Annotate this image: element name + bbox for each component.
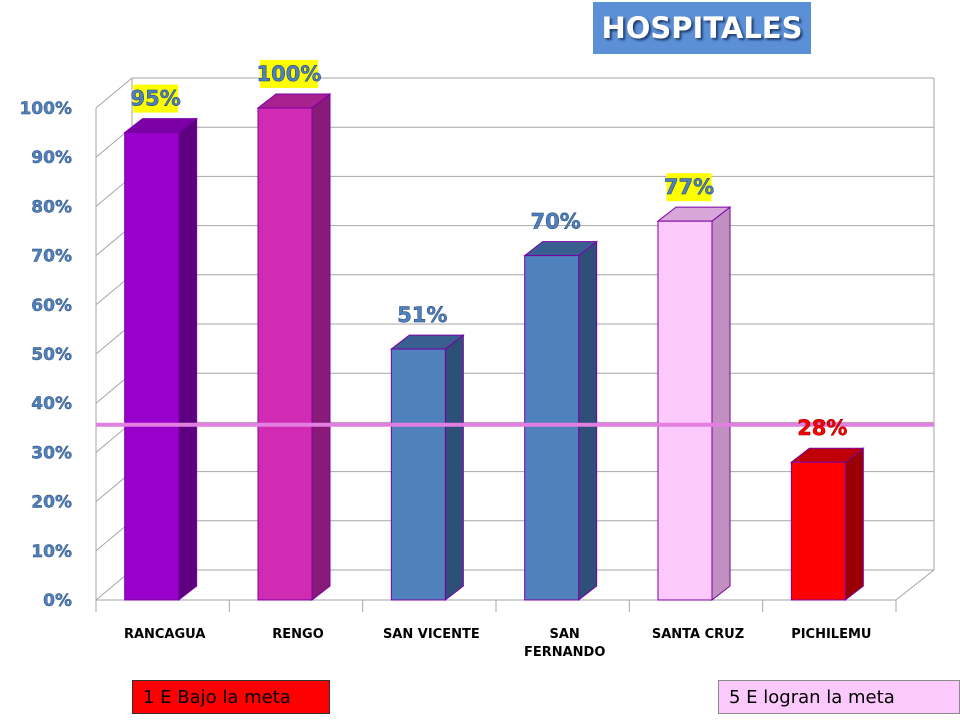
axes: 0% 10% 20% 30% 40% 50% 60% 70% 80% 90% 100% RANCAGU… bbox=[19, 99, 897, 660]
legend-below-goal: 1 E Bajo la meta bbox=[132, 680, 330, 714]
data-label: 100% bbox=[257, 62, 322, 86]
chart-title-box: HOSPITALES bbox=[593, 2, 811, 54]
bar-side bbox=[444, 334, 464, 602]
bar-front bbox=[790, 461, 846, 601]
data-label: 28% bbox=[797, 416, 847, 440]
data-labels: 95% 100% 51% 70% 77% 28% bbox=[130, 60, 848, 441]
bar-side bbox=[578, 240, 598, 602]
chart-title: HOSPITALES bbox=[601, 11, 803, 45]
bar-santa-cruz bbox=[656, 206, 732, 602]
bar-side bbox=[711, 206, 731, 602]
data-label-pichilemu: 28% bbox=[797, 416, 848, 441]
x-category-label: RANCAGUA bbox=[124, 627, 205, 642]
x-category-label: SAN bbox=[550, 627, 580, 642]
data-label-san-vicente: 51% bbox=[397, 303, 448, 328]
legend-meet-goal: 5 E logran la meta bbox=[718, 680, 960, 714]
legend-meet-goal-label: 5 E logran la meta bbox=[729, 686, 895, 708]
x-category-label: SANTA CRUZ bbox=[652, 627, 744, 642]
y-tick-label: 0% bbox=[43, 591, 72, 611]
data-label-highlight bbox=[133, 84, 179, 113]
data-label-san-fernando: 70% bbox=[530, 209, 581, 234]
data-label: 70% bbox=[531, 210, 581, 234]
legend-below-goal-label: 1 E Bajo la meta bbox=[143, 686, 291, 708]
data-label: 95% bbox=[131, 87, 181, 111]
gridline-side bbox=[95, 77, 133, 109]
y-tick-label: 10% bbox=[31, 542, 72, 562]
x-category-label: SAN VICENTE bbox=[383, 627, 480, 642]
bar-front bbox=[124, 132, 180, 601]
data-label-santa-cruz: 77% bbox=[664, 173, 714, 202]
bars bbox=[123, 92, 865, 602]
y-tick-label: 20% bbox=[31, 493, 72, 513]
y-tick-label: 60% bbox=[31, 296, 72, 316]
x-category-label: PICHILEMU bbox=[791, 627, 871, 642]
y-tick-label: 40% bbox=[31, 394, 72, 414]
bar-san-fernando bbox=[523, 240, 599, 602]
bar-front bbox=[657, 220, 713, 601]
bar-side bbox=[844, 447, 864, 602]
bar-side bbox=[311, 92, 331, 602]
data-label-rengo: 100% bbox=[256, 60, 322, 88]
bar-rengo bbox=[256, 92, 332, 602]
bar-rancagua bbox=[123, 117, 199, 602]
bar-san-vicente bbox=[389, 334, 465, 602]
data-label: 77% bbox=[664, 175, 714, 199]
bar-front bbox=[390, 348, 446, 601]
y-tick-label: 90% bbox=[31, 148, 72, 168]
y-tick-label: 80% bbox=[31, 197, 72, 217]
bar-front bbox=[524, 255, 580, 601]
data-label: 51% bbox=[397, 303, 447, 327]
data-label-highlight bbox=[260, 60, 318, 88]
x-category-label: FERNANDO bbox=[524, 645, 605, 660]
bar-pichilemu bbox=[789, 447, 865, 602]
y-tick-label: 30% bbox=[31, 443, 72, 463]
data-label-rancagua: 95% bbox=[130, 84, 181, 113]
bar-side bbox=[178, 117, 198, 602]
bar-front bbox=[257, 107, 313, 601]
floor-right-edge bbox=[895, 569, 935, 601]
y-tick-label: 100% bbox=[19, 99, 72, 119]
y-tick-label: 50% bbox=[31, 345, 72, 365]
x-category-label: RENGO bbox=[272, 627, 324, 642]
data-label-highlight bbox=[666, 173, 712, 202]
y-tick-label: 70% bbox=[31, 247, 72, 267]
